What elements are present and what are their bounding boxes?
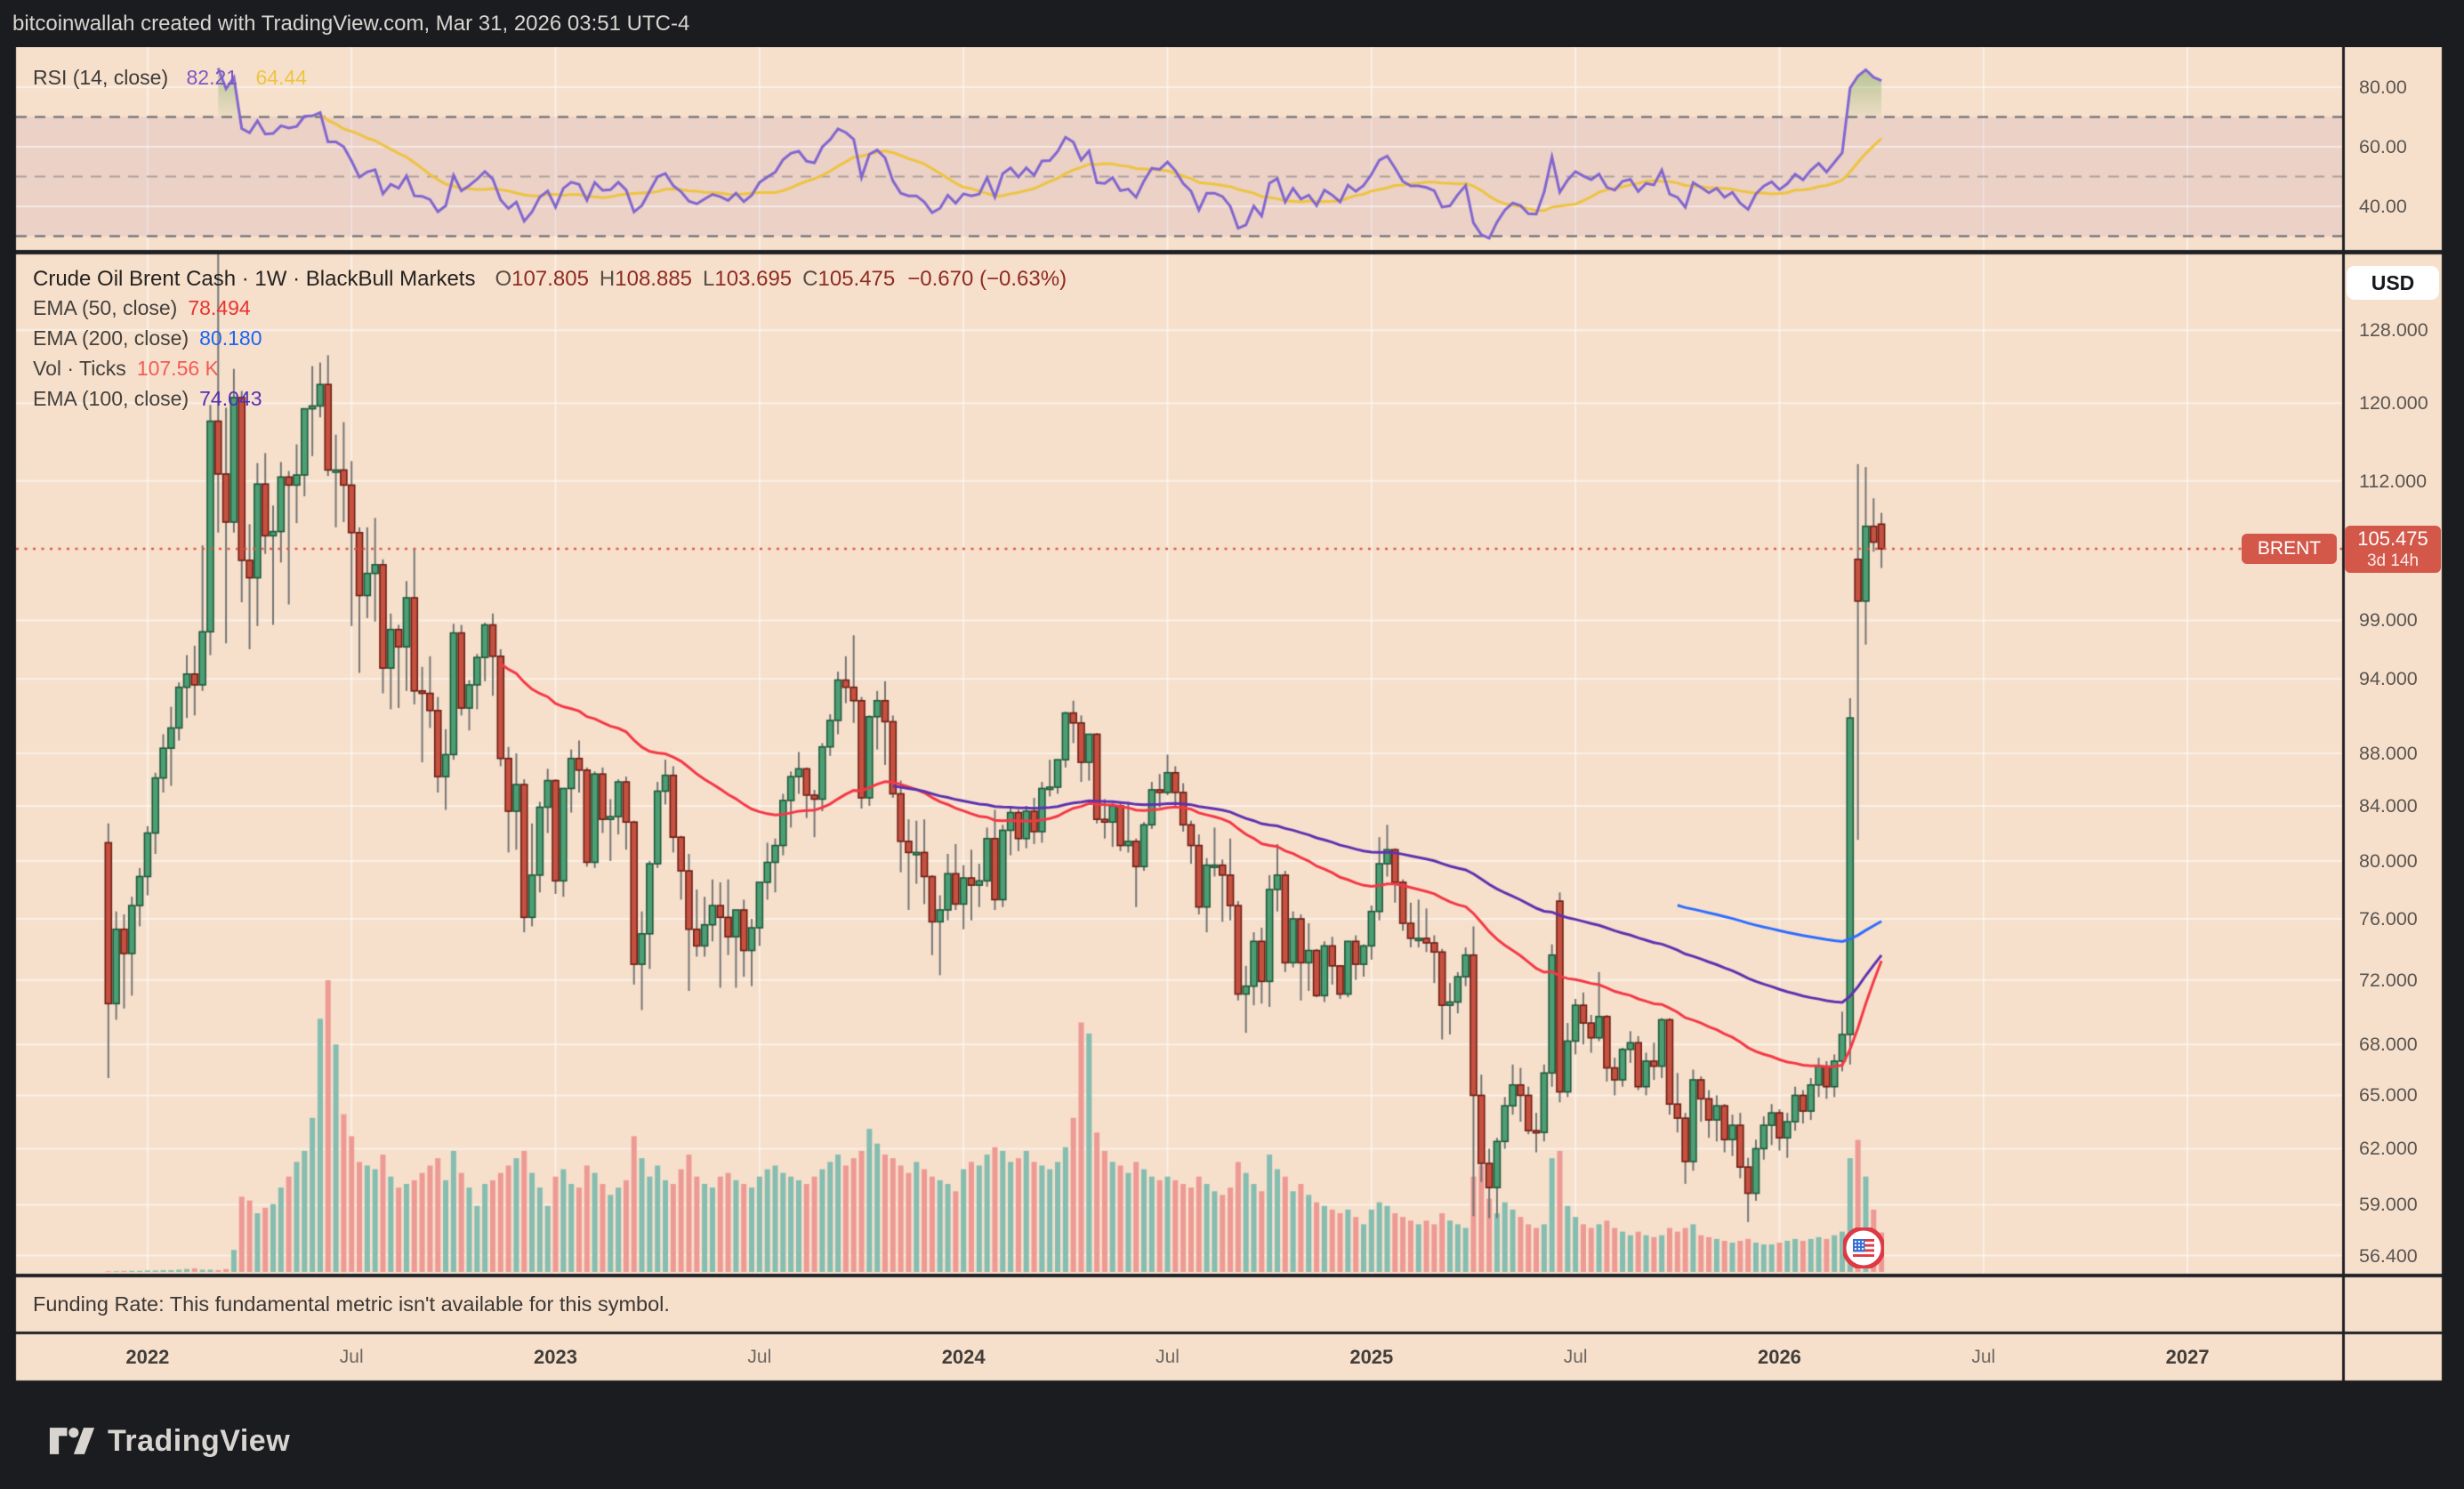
legend-indicator-ema-100-close-[interactable]: EMA (100, close) 74.043 — [33, 387, 262, 411]
last-price-badge: 105.475 3d 14h — [2345, 526, 2441, 573]
price-axis-label: 120.000 — [2359, 392, 2428, 415]
time-axis-label-jul: Jul — [747, 1347, 772, 1367]
time-axis-label-2022: 2022 — [125, 1346, 170, 1368]
price-axis-label: 65.000 — [2359, 1084, 2418, 1107]
rsi-ma-value: 64.44 — [255, 66, 308, 89]
indicator-value: 78.494 — [188, 296, 251, 319]
tradingview-logo-text: TradingView — [108, 1423, 291, 1458]
ohlc-value: 105.475 — [817, 267, 896, 291]
attribution-bar: bitcoinwallah created with TradingView.c… — [0, 0, 2464, 47]
rsi-legend-label: RSI (14, close) — [33, 66, 169, 89]
change-value: −0.670 (−0.63%) — [907, 267, 1067, 291]
time-axis-label-jul: Jul — [339, 1347, 364, 1367]
ohlc-value: 108.885 — [615, 267, 693, 291]
indicator-value: 74.043 — [199, 387, 262, 410]
time-axis-label-2026: 2026 — [1757, 1346, 1801, 1368]
time-axis-label-jul: Jul — [1563, 1347, 1588, 1367]
attribution-text: bitcoinwallah created with TradingView.c… — [12, 12, 690, 36]
price-axis-label: 72.000 — [2359, 969, 2418, 991]
indicator-label: EMA (100, close) — [33, 387, 189, 410]
tradingview-logo-icon — [49, 1428, 95, 1454]
bar-countdown: 3d 14h — [2366, 551, 2420, 570]
ohlc-letter: C — [802, 267, 818, 291]
price-axis-label: 80.000 — [2359, 849, 2418, 872]
legend-indicator-vol-ticks[interactable]: Vol · Ticks 107.56 K — [33, 357, 219, 381]
time-axis-label-2023: 2023 — [534, 1346, 578, 1368]
rsi-axis-label: 40.00 — [2359, 196, 2407, 217]
indicator-value: 80.180 — [199, 326, 262, 350]
time-axis-label-2027: 2027 — [2165, 1346, 2210, 1368]
price-axis-label: 112.000 — [2359, 470, 2428, 492]
indicator-value: 107.56 K — [136, 357, 219, 380]
price-axis-label: 99.000 — [2359, 609, 2418, 632]
price-axis-label: 68.000 — [2359, 1034, 2418, 1056]
price-axis-label: 128.000 — [2359, 319, 2428, 342]
ohlc-letter: L — [703, 267, 715, 291]
funding-rate-note: Funding Rate: This fundamental metric is… — [33, 1292, 670, 1316]
tradingview-logo[interactable]: TradingView — [49, 1416, 290, 1466]
legend-indicator-ema-50-close-[interactable]: EMA (50, close) 78.494 — [33, 296, 251, 320]
rsi-legend[interactable]: RSI (14, close) 82.21 64.44 — [33, 66, 307, 90]
indicator-label: EMA (200, close) — [33, 326, 189, 350]
last-price-value: 105.475 — [2357, 527, 2428, 550]
indicator-label: EMA (50, close) — [33, 296, 178, 319]
rsi-value: 82.21 — [186, 66, 238, 89]
price-axis-label: 56.400 — [2359, 1244, 2418, 1267]
time-axis-label-jul: Jul — [1971, 1347, 1996, 1367]
price-axis-label: 62.000 — [2359, 1138, 2418, 1160]
indicator-label: Vol · Ticks — [33, 357, 126, 380]
price-axis-label: 88.000 — [2359, 742, 2418, 764]
symbol-legend-row[interactable]: Crude Oil Brent Cash · 1W · BlackBull Ma… — [33, 267, 1067, 292]
ohlc-value: 107.805 — [511, 267, 589, 291]
ohlc-value: 103.695 — [714, 267, 793, 291]
symbol-title: Crude Oil Brent Cash · 1W · BlackBull Ma… — [33, 267, 476, 291]
price-axis-label: 84.000 — [2359, 794, 2418, 817]
time-axis-label-2024: 2024 — [941, 1346, 986, 1368]
ohlc-letter: H — [599, 267, 616, 291]
time-axis-label-jul: Jul — [1156, 1347, 1180, 1367]
symbol-price-label: BRENT — [2242, 534, 2337, 564]
price-axis-label: 59.000 — [2359, 1194, 2418, 1216]
rsi-axis-label: 80.00 — [2359, 76, 2407, 98]
currency-toggle-button[interactable]: USD — [2347, 266, 2439, 300]
ohlc-values: O107.805 H108.885 L103.695 C105.475 — [484, 267, 895, 291]
price-axis-label: 76.000 — [2359, 907, 2418, 930]
ohlc-letter: O — [495, 267, 512, 291]
time-axis-label-2025: 2025 — [1349, 1346, 1394, 1368]
us-flag-icon — [1843, 1227, 1884, 1268]
price-axis-label: 94.000 — [2359, 668, 2418, 690]
rsi-axis-label: 60.00 — [2359, 136, 2407, 157]
legend-indicator-ema-200-close-[interactable]: EMA (200, close) 80.180 — [33, 326, 262, 350]
